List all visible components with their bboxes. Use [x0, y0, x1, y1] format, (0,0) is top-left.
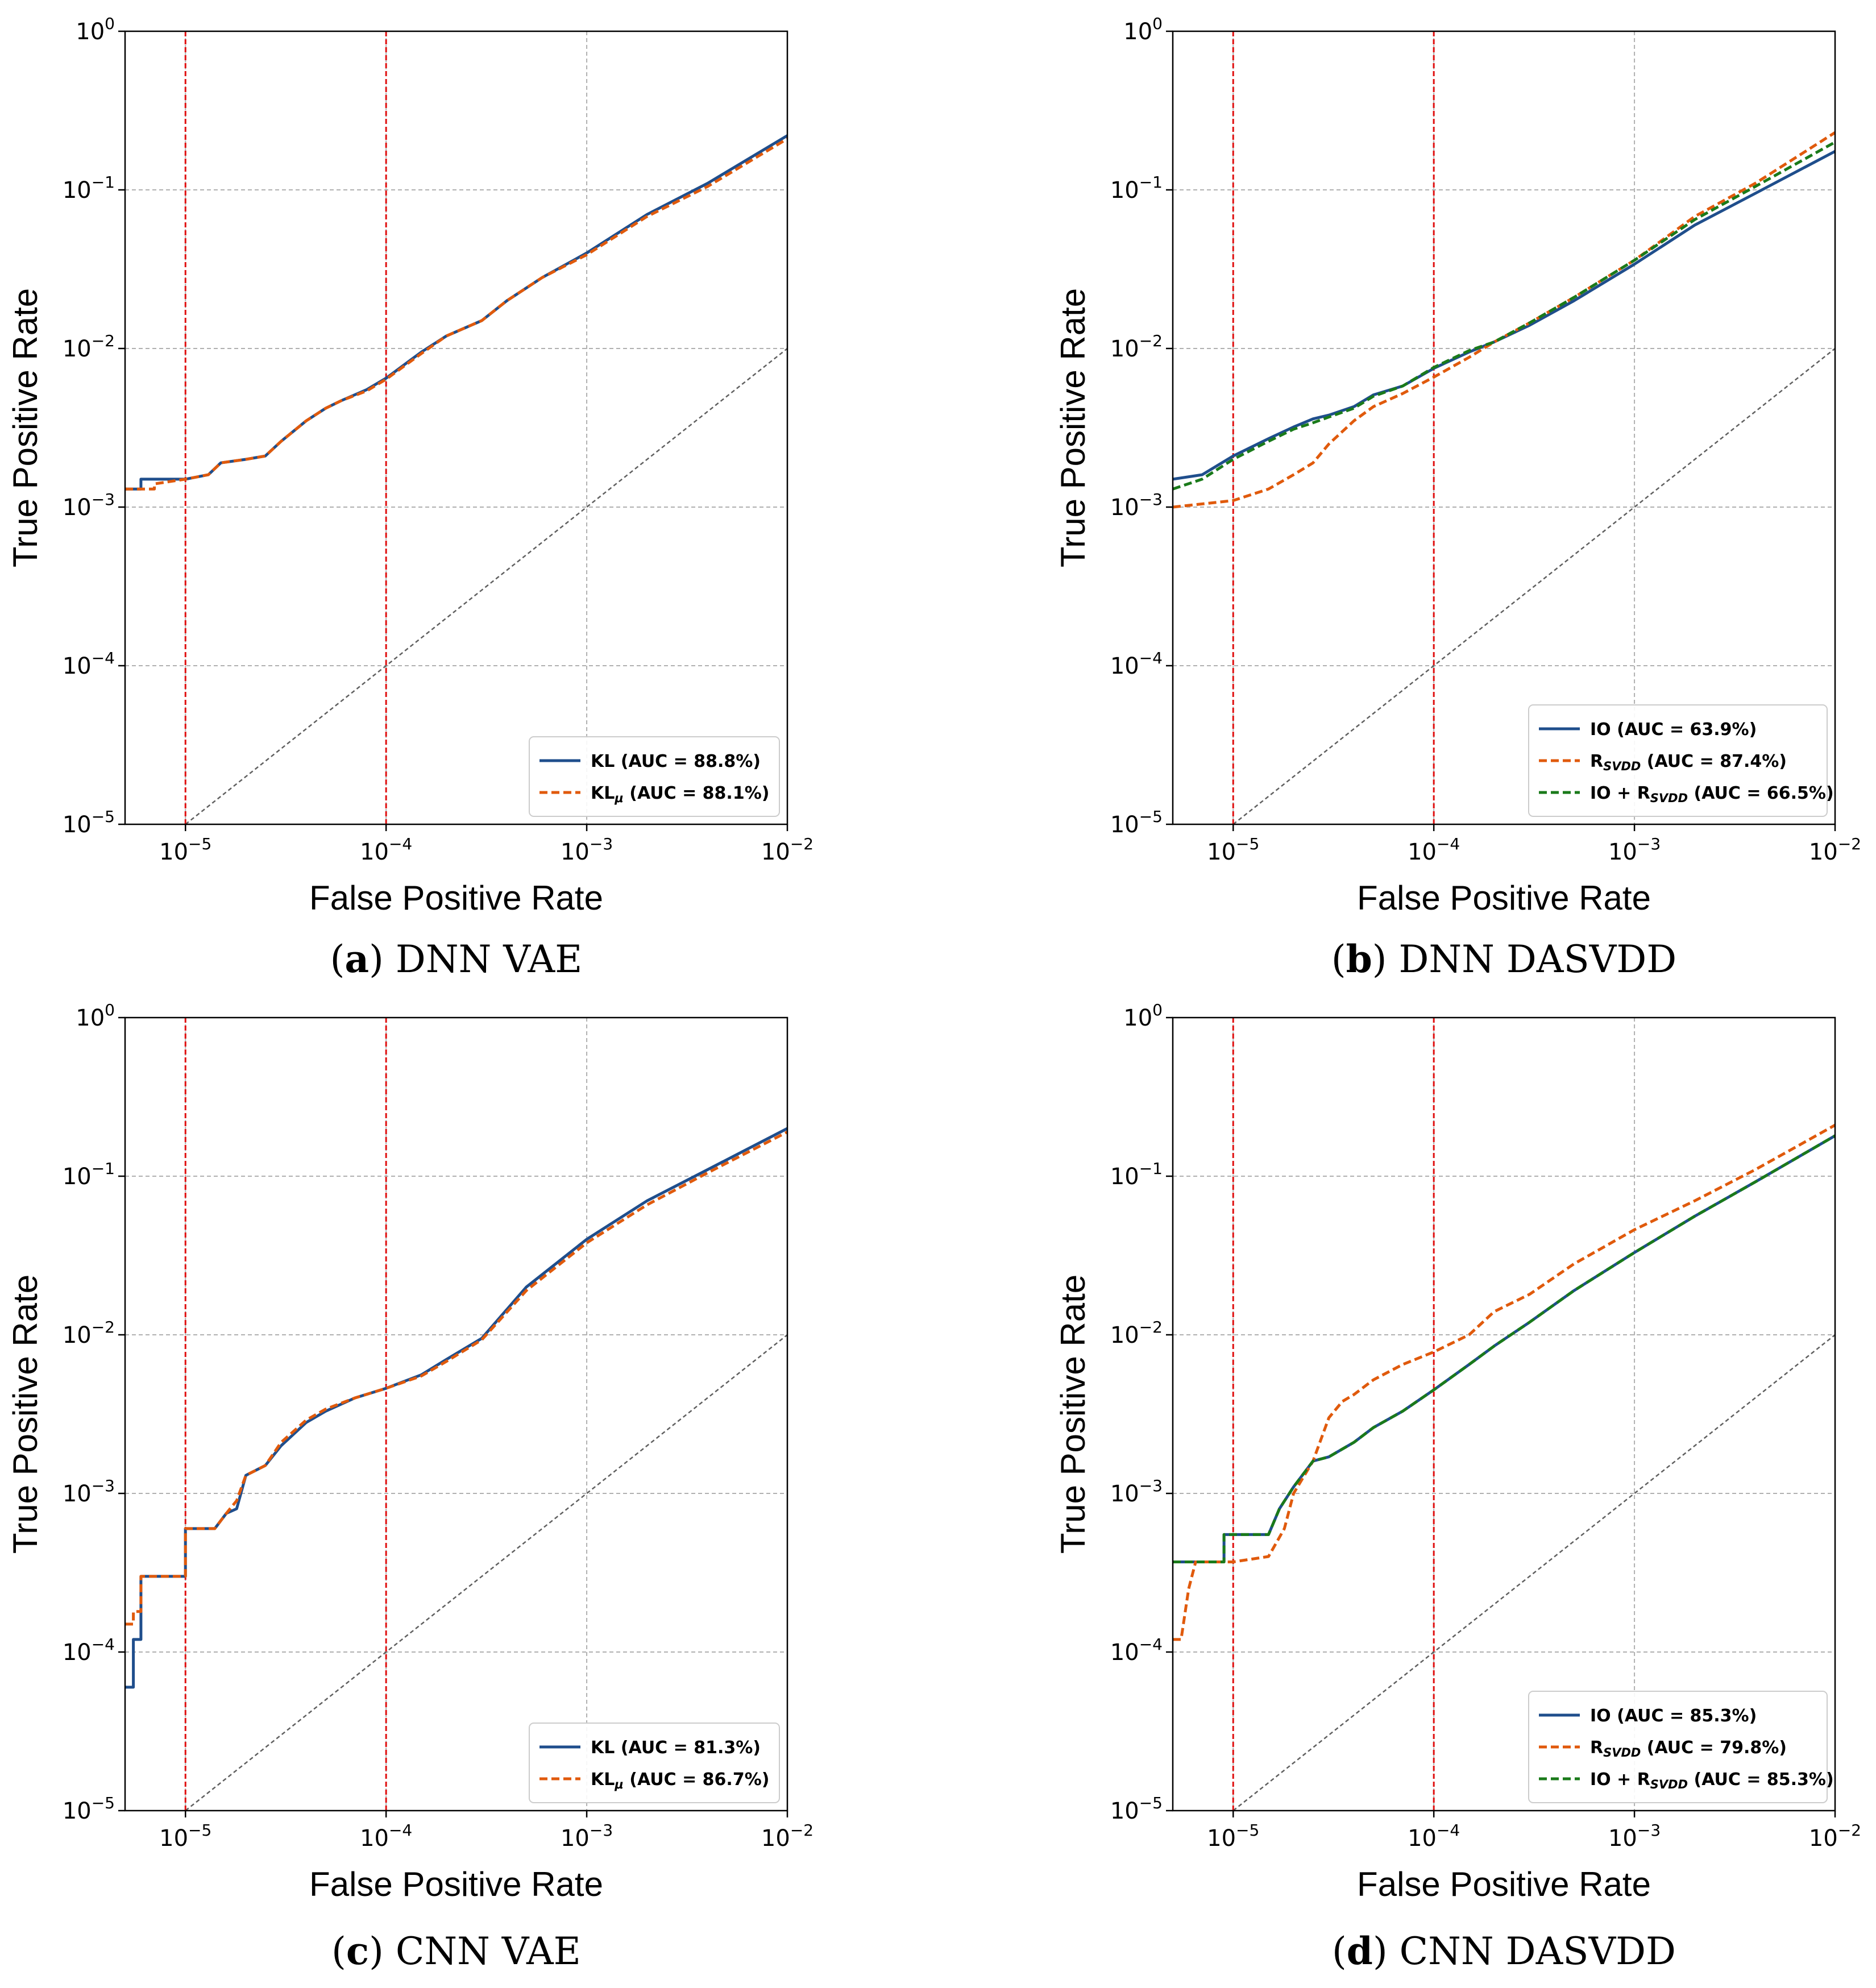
x-tick-label: 10−3: [1608, 1821, 1661, 1852]
legend-box: [1528, 704, 1828, 817]
series-line-3: [1173, 140, 1835, 491]
axes-frame: [1172, 30, 1836, 825]
y-tick-label: 10−1: [63, 173, 115, 204]
x-tick-label: 10−4: [360, 1821, 412, 1852]
series-line-2: [125, 137, 787, 491]
roc-chart-c: 10−5 10−4 10−3 10−2 10−5 10−4 10−3 10−2 10−1 100 F…: [6, 1001, 814, 1973]
x-tick-label: 10−5: [159, 835, 211, 865]
panel-caption: (a) DNN VAE: [330, 937, 583, 981]
legend-box: [529, 1723, 780, 1803]
legend-entry-2: RSVDD (AUC = 87.4%): [1590, 752, 1787, 773]
roc-chart-a: 10−5 10−4 10−3 10−2 10−5 10−4 10−3 10−2 10−1 100 F…: [6, 14, 814, 981]
axes-frame: [124, 1016, 788, 1812]
y-tick-label: 10−5: [1110, 807, 1163, 838]
legend: KL (AUC = 88.8%) KLμ (AUC = 88.1%): [529, 736, 780, 817]
legend-entry-3: IO + RSVDD (AUC = 66.5%): [1590, 783, 1834, 805]
y-tick-label: 10−3: [1110, 490, 1163, 521]
y-tick-label: 10−2: [63, 331, 115, 362]
x-axis-label: False Positive Rate: [1357, 1865, 1651, 1903]
y-tick-label: 10−5: [63, 807, 115, 838]
x-tick-label: 10−5: [159, 1821, 211, 1852]
y-tick-label: 10−4: [63, 649, 115, 679]
x-axis-label: False Positive Rate: [309, 879, 603, 917]
y-tick-label: 100: [1123, 1001, 1163, 1031]
y-tick-label: 10−2: [1110, 1318, 1163, 1348]
series-line-2: [125, 1130, 787, 1626]
y-tick-label: 10−2: [1110, 331, 1163, 362]
y-axis-label: True Positive Rate: [6, 288, 44, 567]
legend: IO (AUC = 85.3%) RSVDD (AUC = 79.8%) IO + …: [1528, 1691, 1834, 1803]
legend-entry-1: IO (AUC = 63.9%): [1590, 720, 1757, 740]
plot-area: [1173, 1018, 1835, 1811]
y-tick-label: 10−3: [63, 1476, 115, 1507]
y-axis-label: True Positive Rate: [1054, 288, 1092, 567]
x-tick-label: 10−2: [761, 1821, 814, 1852]
x-tick-label: 10−3: [561, 1821, 613, 1852]
roc-chart-b: 10−5 10−4 10−3 10−2 10−5 10−4 10−3 10−2 10−1 100 F…: [1054, 14, 1861, 981]
x-tick-label: 10−2: [1809, 1821, 1861, 1852]
legend: KL (AUC = 81.3%) KLμ (AUC = 86.7%): [529, 1723, 780, 1803]
x-tick-label: 10−5: [1207, 835, 1259, 865]
diagonal-reference-line: [185, 348, 787, 824]
y-tick-label: 10−1: [1110, 1159, 1163, 1190]
y-tick-label: 10−5: [63, 1794, 115, 1824]
y-axis-label: True Positive Rate: [6, 1275, 44, 1554]
y-tick-label: 10−4: [1110, 1635, 1163, 1666]
x-tick-label: 10−4: [360, 835, 412, 865]
legend-entry-1: KL (AUC = 81.3%): [591, 1738, 761, 1758]
y-axis-label: True Positive Rate: [1054, 1275, 1092, 1554]
x-tick-label: 10−3: [561, 835, 613, 865]
y-tick-label: 100: [76, 14, 115, 45]
x-tick-label: 10−3: [1608, 835, 1661, 865]
y-tick-label: 10−1: [1110, 173, 1163, 204]
x-tick-label: 10−5: [1207, 1821, 1259, 1852]
legend-box: [1528, 1691, 1828, 1803]
axes-frame: [124, 30, 788, 825]
legend-entry-3: IO + RSVDD (AUC = 85.3%): [1590, 1770, 1834, 1791]
legend-entry-1: KL (AUC = 88.8%): [591, 752, 761, 771]
legend-entry-2: KLμ (AUC = 88.1%): [591, 783, 769, 805]
y-tick-label: 10−4: [63, 1635, 115, 1666]
x-tick-label: 10−2: [761, 835, 814, 865]
y-tick-label: 10−3: [1110, 1476, 1163, 1507]
panel-caption: (c) CNN VAE: [331, 1929, 581, 1973]
legend-box: [529, 736, 780, 817]
y-tick-label: 10−4: [1110, 649, 1163, 679]
diagonal-reference-line: [1232, 1334, 1835, 1811]
x-tick-label: 10−2: [1809, 835, 1861, 865]
x-axis-label: False Positive Rate: [309, 1865, 603, 1903]
legend-entry-2: KLμ (AUC = 86.7%): [591, 1770, 769, 1791]
legend: IO (AUC = 63.9%) RSVDD (AUC = 87.4%) IO + …: [1528, 704, 1834, 817]
panel-caption: (d) CNN DASVDD: [1332, 1929, 1676, 1973]
diagonal-reference-line: [185, 1334, 787, 1811]
x-tick-label: 10−4: [1408, 835, 1460, 865]
diagonal-reference-line: [1232, 348, 1835, 824]
legend-entry-1: IO (AUC = 85.3%): [1590, 1706, 1757, 1726]
x-axis-label: False Positive Rate: [1357, 879, 1651, 917]
series-line-1: [1173, 1134, 1835, 1563]
y-tick-label: 100: [1123, 14, 1163, 45]
y-tick-label: 100: [76, 1001, 115, 1031]
panel-caption: (b) DNN DASVDD: [1331, 937, 1676, 981]
plot-area: [1173, 31, 1835, 824]
plot-area: [125, 1018, 787, 1811]
y-tick-label: 10−1: [63, 1159, 115, 1190]
plot-area: [125, 31, 787, 824]
y-tick-label: 10−2: [63, 1318, 115, 1348]
y-tick-label: 10−3: [63, 490, 115, 521]
x-tick-label: 10−4: [1408, 1821, 1460, 1852]
y-tick-label: 10−5: [1110, 1794, 1163, 1824]
roc-chart-d: 10−5 10−4 10−3 10−2 10−5 10−4 10−3 10−2 10−1 100 F…: [1054, 1001, 1861, 1973]
legend-entry-2: RSVDD (AUC = 79.8%): [1590, 1738, 1787, 1759]
axes-frame: [1172, 1016, 1836, 1812]
